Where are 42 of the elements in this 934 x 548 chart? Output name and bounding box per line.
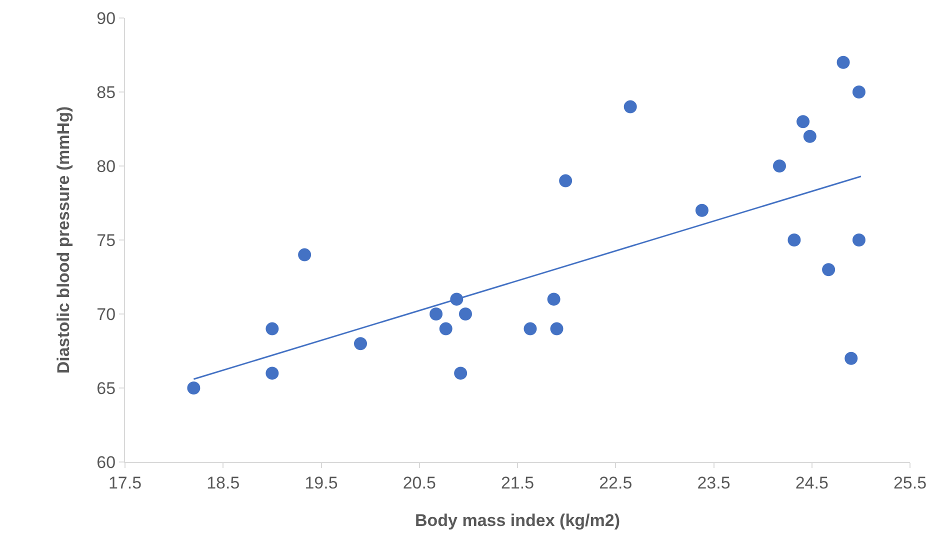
point	[852, 234, 866, 246]
point	[852, 86, 866, 98]
point	[298, 248, 312, 262]
point	[822, 263, 836, 276]
y-tick-label: 80	[96, 156, 116, 176]
x-tick-label: 20.5	[402, 473, 436, 492]
y-axis-title: Diastolic blood pressure (mmHg)	[54, 106, 74, 374]
point	[524, 322, 537, 336]
point	[187, 382, 200, 394]
point	[458, 308, 472, 320]
y-tick-label: 65	[96, 378, 116, 398]
point	[788, 234, 801, 246]
point	[836, 56, 850, 69]
point	[266, 366, 279, 380]
point	[559, 174, 572, 188]
point	[624, 100, 637, 114]
point	[796, 115, 810, 128]
x-tick-label: 17.5	[108, 473, 142, 492]
point	[454, 366, 468, 380]
y-tick-label: 70	[96, 304, 116, 324]
x-axis-title: Body mass index (kg/m2)	[414, 510, 620, 530]
y-tick-label: 60	[96, 452, 116, 472]
x-tick-label: 18.5	[206, 473, 240, 492]
y-tick-label: 85	[96, 82, 116, 102]
point	[547, 292, 560, 306]
x-tick-label: 25.5	[893, 473, 927, 492]
y-tick-label: 75	[96, 230, 116, 250]
x-tick-label: 22.5	[599, 473, 632, 492]
point	[354, 337, 367, 350]
point	[430, 308, 443, 320]
point	[266, 322, 279, 336]
x-tick-label: 24.5	[795, 473, 828, 492]
x-tick-label: 19.5	[304, 473, 338, 492]
x-tick-label: 21.5	[500, 473, 534, 492]
point	[772, 160, 786, 172]
point	[695, 204, 708, 217]
point	[803, 130, 816, 143]
point	[439, 322, 452, 336]
x-tick-label: 23.5	[697, 473, 730, 492]
y-tick-label: 90	[96, 8, 116, 28]
point	[844, 352, 858, 365]
point	[550, 322, 564, 336]
